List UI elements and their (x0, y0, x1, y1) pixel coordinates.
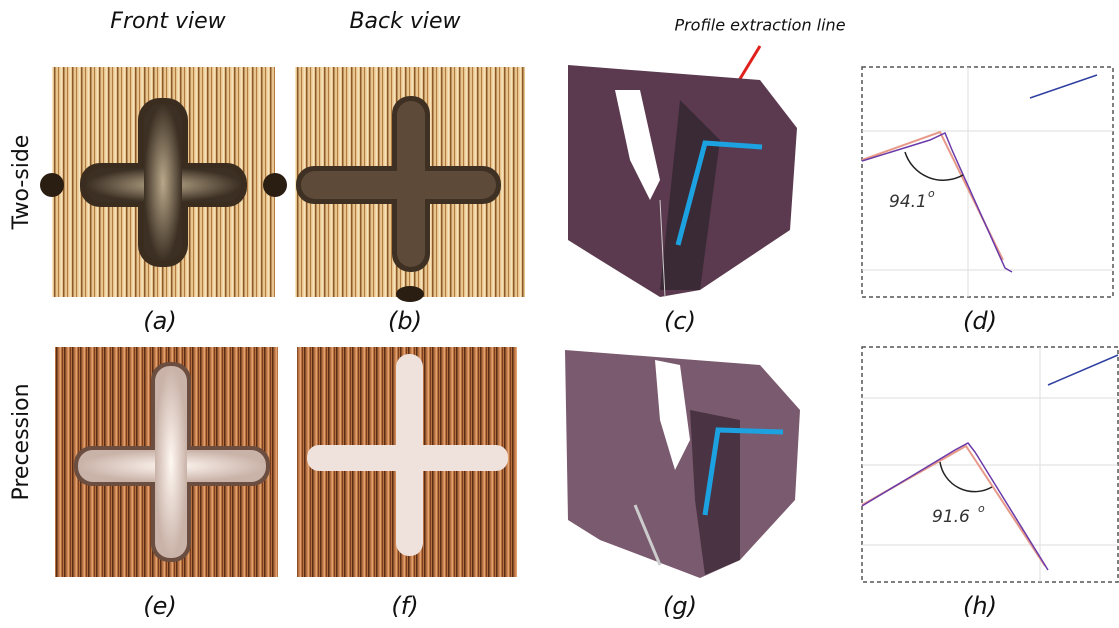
angle-value: 94.1 (889, 192, 927, 212)
micrograph (297, 347, 517, 577)
micrograph (295, 67, 525, 302)
panel-label: (c) (664, 307, 696, 335)
column-header: Front view (110, 9, 226, 34)
panel-label: (b) (388, 307, 422, 335)
profile-plot: 91.6 o (862, 347, 1118, 582)
surface-scan (568, 65, 797, 297)
angle-unit: o (928, 187, 935, 200)
annotation: Profile extraction line (674, 16, 845, 35)
panel-label: (f) (391, 592, 418, 620)
column-header: Back view (349, 9, 461, 34)
profile-plot: 94.1 o (862, 67, 1113, 297)
panel-label: (e) (143, 592, 177, 620)
figure: Front view Back view Profile extraction … (0, 0, 1119, 628)
panel-label: (g) (663, 592, 697, 620)
angle-unit: o (978, 502, 985, 515)
panel-label: (d) (963, 307, 997, 335)
micrograph (40, 67, 287, 297)
row-label: Two-side (9, 135, 34, 231)
surface-scan (565, 350, 800, 578)
panel-label: (a) (143, 307, 176, 335)
panel-label: (h) (963, 592, 997, 620)
row-label: Precession (9, 383, 34, 500)
angle-value: 91.6 (932, 507, 970, 527)
micrograph (55, 347, 278, 577)
